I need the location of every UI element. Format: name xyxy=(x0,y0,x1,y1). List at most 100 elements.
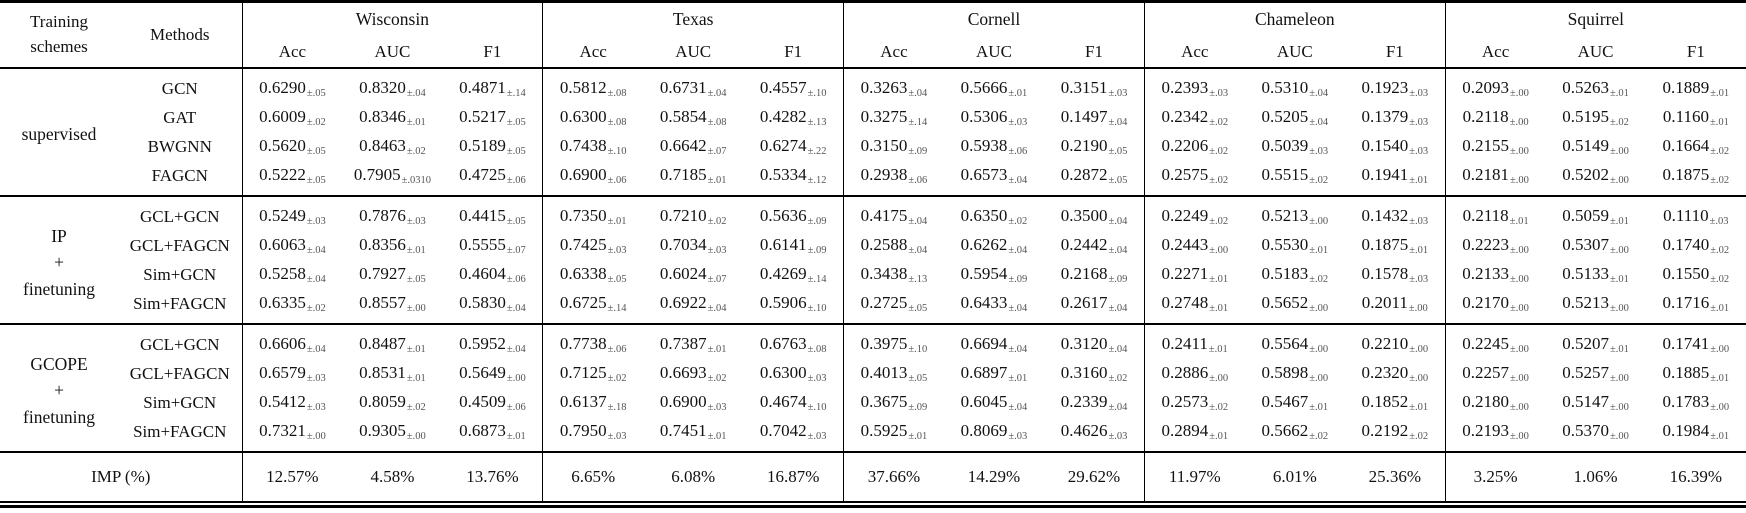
value-cell: 0.2245±.00 xyxy=(1444,324,1546,359)
value-cell: 0.5149±.00 xyxy=(1545,132,1645,161)
value-mean: 0.2886 xyxy=(1161,362,1209,382)
value-mean: 0.2180 xyxy=(1462,391,1509,411)
metric-header: AUC xyxy=(1276,41,1313,61)
value-mean: 0.7738 xyxy=(559,333,607,353)
value-cell: 0.5370±.00 xyxy=(1545,417,1645,452)
value-cell: 0.5147±.00 xyxy=(1545,388,1645,417)
value-cell: 0.2133±.00 xyxy=(1444,260,1546,289)
value-mean: 0.2206 xyxy=(1161,135,1209,155)
value-stddev: ±.02 xyxy=(406,145,426,157)
value-cell: 0.7425±.03 xyxy=(542,231,644,260)
group-header-squirrel: Squirrel xyxy=(1444,3,1746,36)
value-mean: 0.6573 xyxy=(960,164,1008,184)
value-stddev: ±.06 xyxy=(908,174,928,186)
value-cell: 0.3160±.02 xyxy=(1044,359,1144,388)
value-cell: 0.5217±.05 xyxy=(443,103,543,132)
value-mean: 0.6731 xyxy=(659,77,707,97)
value-stddev: ±.00 xyxy=(1309,302,1329,314)
value-cell: 0.1664±.02 xyxy=(1646,132,1746,161)
value-cell: 0.2393±.03 xyxy=(1143,68,1245,103)
value-stddev: ±.05 xyxy=(1108,145,1128,157)
value-stddev: ±.05 xyxy=(1108,174,1128,186)
value-cell: 0.8557±.00 xyxy=(342,289,442,324)
value-stddev: ±.18 xyxy=(607,401,627,413)
value-mean: 0.3120 xyxy=(1060,333,1108,353)
value-stddev: ±.02 xyxy=(1209,145,1229,157)
value-stddev: ±.02 xyxy=(1209,215,1229,227)
value-mean: 0.2168 xyxy=(1060,263,1108,283)
imp-value-cell: 4.58% xyxy=(370,467,415,487)
table-row: GCOPE + finetuning GCL+GCN 0.6606±.04 0.8487±… xyxy=(0,324,1746,427)
imp-value-cell: 14.29% xyxy=(967,467,1021,487)
value-stddev: ±.04 xyxy=(1108,116,1128,128)
value-mean: 0.6642 xyxy=(659,135,707,155)
value-stddev: ±.03 xyxy=(306,372,326,384)
value-cell: 0.2443±.00 xyxy=(1143,231,1245,260)
value-stddev: ±.00 xyxy=(1409,372,1429,384)
value-stddev: ±.04 xyxy=(1008,401,1028,413)
value-stddev: ±.03 xyxy=(1409,87,1429,99)
value-cell: 0.6763±.08 xyxy=(743,324,843,359)
imp-value-cell: 6.01% xyxy=(1272,467,1317,487)
value-cell: 0.6300±.08 xyxy=(542,103,644,132)
value-stddev: ±.00 xyxy=(1610,401,1629,413)
value-stddev: ±.02 xyxy=(1710,174,1730,186)
value-stddev: ±.03 xyxy=(707,401,727,413)
value-stddev: ±.00 xyxy=(1510,145,1529,157)
value-cell: 0.2257±.00 xyxy=(1444,359,1546,388)
value-mean: 0.4871 xyxy=(459,77,506,97)
value-cell: 0.5854±.08 xyxy=(643,103,743,132)
value-cell: 0.2180±.00 xyxy=(1444,388,1546,417)
value-stddev: ±.00 xyxy=(1309,215,1329,227)
value-mean: 0.7425 xyxy=(559,234,607,254)
value-mean: 0.7451 xyxy=(659,420,707,440)
value-stddev: ±.03 xyxy=(807,372,827,384)
method-cell: Sim+FAGCN xyxy=(133,293,227,313)
value-stddev: ±.02 xyxy=(1309,430,1329,442)
value-cell: 0.6262±.04 xyxy=(944,231,1044,260)
value-cell: 0.5954±.09 xyxy=(944,260,1044,289)
group-header-wisconsin: Wisconsin xyxy=(241,3,543,36)
value-stddev: ±.03 xyxy=(1409,145,1429,157)
value-mean: 0.2223 xyxy=(1462,234,1509,254)
method-cell: GCL+GCN xyxy=(140,334,220,354)
value-mean: 0.6290 xyxy=(259,77,306,97)
value-stddev: ±.01 xyxy=(1409,174,1429,186)
value-stddev: ±.04 xyxy=(1108,215,1128,227)
value-cell: 0.2118±.01 xyxy=(1444,196,1546,231)
value-cell: 0.2223±.00 xyxy=(1444,231,1546,260)
value-mean: 0.1160 xyxy=(1662,106,1709,126)
value-mean: 0.5059 xyxy=(1562,205,1610,225)
value-cell: 0.2617±.04 xyxy=(1044,289,1144,324)
method-cell: GCL+FAGCN xyxy=(129,235,230,255)
value-cell: 0.8356±.01 xyxy=(342,231,442,260)
value-stddev: ±.05 xyxy=(607,273,627,285)
value-mean: 0.1783 xyxy=(1662,391,1710,411)
value-cell: 0.7034±.03 xyxy=(643,231,743,260)
value-mean: 0.5202 xyxy=(1562,164,1610,184)
imp-value-cell: 6.65% xyxy=(542,452,644,502)
value-mean: 0.6262 xyxy=(960,234,1008,254)
value-cell: 0.8463±.02 xyxy=(342,132,442,161)
value-cell: 0.6731±.04 xyxy=(643,68,743,103)
value-cell: 0.5906±.10 xyxy=(743,289,843,324)
table-row: GCL+FAGCN 0.6063±.04 0.8356±.01 0.5555±.07 0… xyxy=(0,231,1746,260)
value-stddev: ±.04 xyxy=(306,244,326,256)
group-header-cornell: Cornell xyxy=(843,3,1145,36)
value-cell: 0.6274±.22 xyxy=(743,132,843,161)
value-mean: 0.8531 xyxy=(359,362,406,382)
value-mean: 0.1110 xyxy=(1663,205,1709,225)
imp-value-cell: 3.25% xyxy=(1444,452,1546,502)
value-cell: 0.5555±.07 xyxy=(443,231,543,260)
value-mean: 0.6922 xyxy=(659,292,707,312)
value-stddev: ±.01 xyxy=(506,430,526,442)
value-mean: 0.2573 xyxy=(1161,391,1209,411)
value-cell: 0.4175±.04 xyxy=(843,196,944,231)
value-cell: 0.7321±.00 xyxy=(241,417,343,452)
value-cell: 0.8487±.01 xyxy=(342,324,442,359)
value-stddev: ±.04 xyxy=(1108,343,1128,355)
value-stddev: ±.02 xyxy=(607,372,627,384)
value-mean: 0.5938 xyxy=(960,135,1008,155)
value-mean: 0.5620 xyxy=(259,135,306,155)
value-stddev: ±.08 xyxy=(707,116,727,128)
